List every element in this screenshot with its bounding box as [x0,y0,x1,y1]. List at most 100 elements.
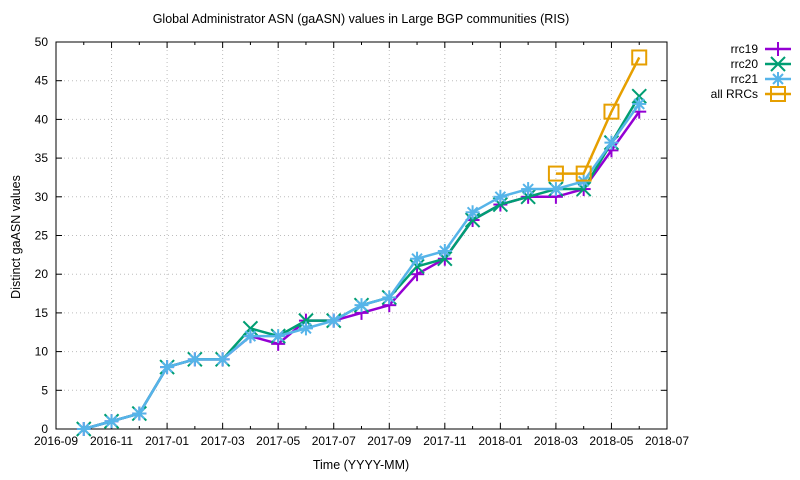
marker-stroke [550,183,562,195]
marker-stroke [772,73,784,85]
data-point [575,165,592,182]
data-point [132,406,147,421]
legend-label: rrc21 [731,72,759,86]
series-line [555,56,641,175]
x-tick-label: 2016-09 [34,434,78,448]
series-rrc21 [76,96,647,436]
marker-stroke [242,320,259,337]
legend-label: rrc20 [731,57,759,71]
data-point [382,290,397,305]
legend-entry: rrc21 [731,72,791,86]
legend-entry: all RRCs [711,86,791,102]
marker-stroke [439,245,451,257]
data-point [548,182,563,197]
marker-stroke [494,191,507,203]
marker-stroke [492,196,509,213]
data-point [632,96,647,111]
series-rrc20 [76,88,647,437]
legend-marker [771,42,785,56]
x-tick-label: 2018-07 [645,434,689,448]
marker-stroke [466,206,479,218]
marker-stroke [133,407,146,420]
data-point [437,243,452,258]
data-point [326,313,341,328]
data-point [575,181,592,197]
y-tick-label: 0 [41,422,48,436]
marker-stroke [464,212,481,228]
marker-stroke [437,251,453,267]
marker-stroke [355,299,368,311]
legend-marker [770,56,786,72]
marker-stroke [605,136,618,149]
marker-stroke [272,330,284,342]
marker-stroke [633,98,645,110]
marker-stroke [105,415,118,427]
series-layer [76,49,648,437]
marker-stroke [161,361,173,373]
data-point [631,88,647,104]
chart-title: Global Administrator ASN (gaASN) values … [153,12,570,26]
marker-stroke [575,165,592,182]
marker-stroke [631,88,647,104]
plot-frame [55,41,668,430]
data-point [603,103,620,120]
data-point [160,360,175,375]
data-point [547,165,564,182]
legend-label: all RRCs [711,87,758,101]
data-point [298,312,314,329]
data-point [242,320,259,337]
data-point [104,414,119,429]
legend-entry: rrc19 [731,42,791,56]
data-point [187,352,202,367]
marker-stroke [770,56,786,72]
x-tick-label: 2018-05 [589,434,633,448]
marker-stroke [216,353,229,366]
legend-entry: rrc20 [731,56,791,72]
y-tick-label: 50 [35,35,49,49]
grid-layer [56,42,667,429]
marker-stroke [547,165,564,182]
y-tick-label: 10 [35,345,49,359]
marker-stroke [328,314,340,327]
data-point [493,189,508,204]
data-point [437,251,453,267]
marker-stroke [300,322,312,335]
data-point [410,267,425,282]
x-axis-title: Time (YYYY-MM) [313,458,409,472]
data-point [76,422,91,436]
legend-marker [770,86,786,102]
x-tick-label: 2018-03 [534,434,578,448]
x-tick-label: 2017-01 [145,434,189,448]
x-tick-label: 2017-07 [312,434,356,448]
x-tick-label: 2017-05 [256,434,300,448]
data-point [243,329,258,344]
marker-stroke [770,86,786,102]
x-tick-label: 2018-01 [478,434,522,448]
data-point [604,135,619,150]
x-tick-label: 2017-03 [201,434,245,448]
marker-stroke [383,291,395,304]
legend-marker [771,72,785,86]
data-point [215,352,230,367]
x-tick-label: 2017-11 [423,434,466,448]
marker-stroke [298,312,314,329]
y-tick-label: 25 [35,229,49,243]
marker-stroke [411,253,423,265]
marker-stroke [575,181,592,197]
series-all-rrcs [547,49,648,182]
marker-stroke [522,183,534,195]
y-tick-label: 30 [35,190,49,204]
y-tick-label: 35 [35,151,49,165]
data-point [631,49,648,66]
data-point [521,182,536,197]
axis-layer: 0 5 10 15 20 25 30 35 40 45 50 2016-09 2016-11 2017-0… [34,35,689,448]
series-rrc19 [76,104,647,436]
y-tick-label: 45 [35,74,49,88]
y-tick-label: 20 [35,267,49,281]
y-axis-title: Distinct gaASN values [9,175,23,299]
marker-stroke [409,258,425,275]
marker-stroke [78,423,90,435]
marker-stroke [631,49,648,66]
